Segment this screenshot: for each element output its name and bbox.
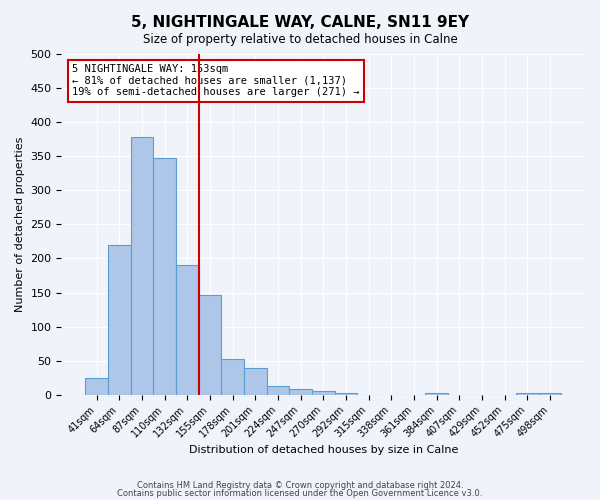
Text: Contains HM Land Registry data © Crown copyright and database right 2024.: Contains HM Land Registry data © Crown c… bbox=[137, 481, 463, 490]
Bar bbox=[244, 368, 266, 395]
Text: Size of property relative to detached houses in Calne: Size of property relative to detached ho… bbox=[143, 32, 457, 46]
Text: Contains public sector information licensed under the Open Government Licence v3: Contains public sector information licen… bbox=[118, 488, 482, 498]
Bar bbox=[131, 137, 153, 395]
Bar bbox=[199, 294, 221, 395]
Text: 5 NIGHTINGALE WAY: 153sqm
← 81% of detached houses are smaller (1,137)
19% of se: 5 NIGHTINGALE WAY: 153sqm ← 81% of detac… bbox=[72, 64, 359, 98]
Y-axis label: Number of detached properties: Number of detached properties bbox=[15, 136, 25, 312]
Bar bbox=[108, 245, 131, 395]
Bar bbox=[85, 378, 108, 395]
Bar bbox=[312, 392, 335, 395]
Bar bbox=[539, 394, 561, 395]
Bar bbox=[516, 394, 539, 395]
Bar bbox=[335, 394, 357, 395]
Bar bbox=[153, 158, 176, 395]
Bar bbox=[221, 358, 244, 395]
X-axis label: Distribution of detached houses by size in Calne: Distribution of detached houses by size … bbox=[188, 445, 458, 455]
Bar bbox=[289, 390, 312, 395]
Text: 5, NIGHTINGALE WAY, CALNE, SN11 9EY: 5, NIGHTINGALE WAY, CALNE, SN11 9EY bbox=[131, 15, 469, 30]
Bar bbox=[176, 266, 199, 395]
Bar bbox=[266, 386, 289, 395]
Bar bbox=[425, 394, 448, 395]
